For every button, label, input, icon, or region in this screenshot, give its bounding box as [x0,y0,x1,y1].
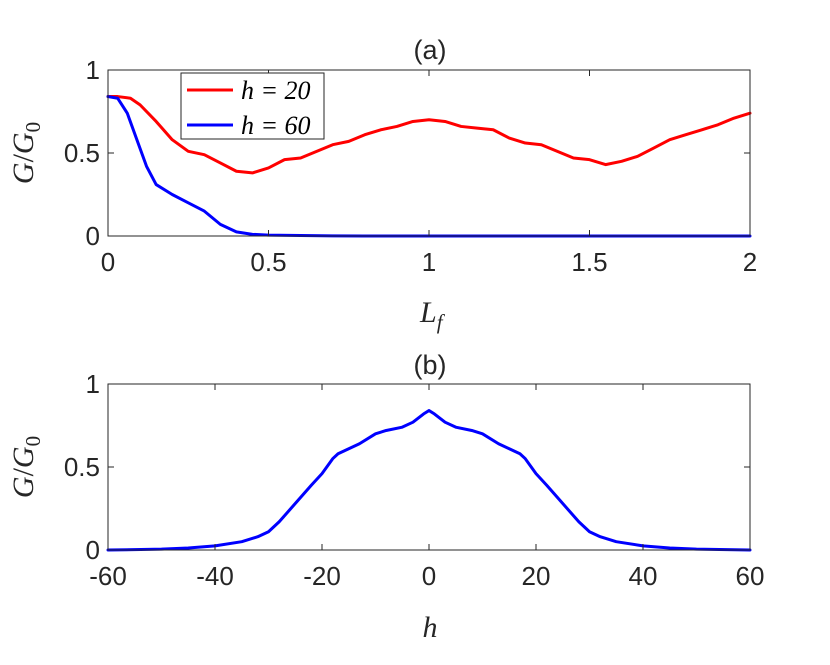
panel-b-xtick-label: 40 [629,561,658,591]
panel-b-xtick-label: -20 [303,561,341,591]
legend-label-h60: h = 60 [241,111,311,140]
panel-b: (b) -60 -40 -20 0 20 40 60 0 0.5 1 G/G0 h [7,350,764,644]
panel-b-plot [106,409,752,552]
panel-a-ticks: 0 0.5 1 1.5 2 0 0.5 1 [64,55,757,277]
svg-text:G/G0: G/G0 [7,436,45,498]
svg-text:Lf: Lf [419,296,446,334]
panel-b-xlabel: h [423,611,438,644]
panel-b-series-0 [106,409,752,552]
panel-b-xtick-label: 20 [522,561,551,591]
panel-a-xtick-label: 2 [743,247,757,277]
panel-b-ytick-label: 1 [86,369,100,399]
panel-b-xtick-label: -40 [196,561,234,591]
panel-a-ytick-label: 0.5 [64,138,100,168]
panel-b-xtick-label: -60 [89,561,127,591]
panel-a-ytick-label: 0 [86,221,100,251]
panel-a-title: (a) [414,35,447,65]
legend-label-h20: h = 20 [241,76,311,105]
legend-box [180,72,325,140]
panel-a-xtick-label: 1 [422,247,436,277]
panel-b-axes-box [107,383,751,551]
panel-b-ticks: -60 -40 -20 0 20 40 60 0 0.5 1 [64,369,765,591]
panel-b-ytick-label: 0 [86,535,100,565]
panel-a-xlabel: Lf [419,296,446,334]
panel-a: (a) 0 0.5 1 1.5 2 0 0.5 1 G/G0 Lf h = 20 h = 60 [7,35,757,334]
panel-a-ylabel: G/G0 [7,122,45,184]
legend: h = 20 h = 60 [180,72,325,140]
panel-a-xtick-label: 0 [101,247,115,277]
panel-b-xtick-label: 60 [736,561,765,591]
panel-b-title: (b) [414,350,447,380]
panel-b-ylabel: G/G0 [7,436,45,498]
panel-a-series-h20 [106,95,752,175]
panel-b-xtick-label: 0 [422,561,436,591]
svg-text:G/G0: G/G0 [7,122,45,184]
panel-a-xtick-label: 1.5 [571,247,607,277]
panel-b-ytick-label: 0.5 [64,452,100,482]
panel-a-xtick-label: 0.5 [250,247,286,277]
panel-a-ytick-label: 1 [86,55,100,85]
